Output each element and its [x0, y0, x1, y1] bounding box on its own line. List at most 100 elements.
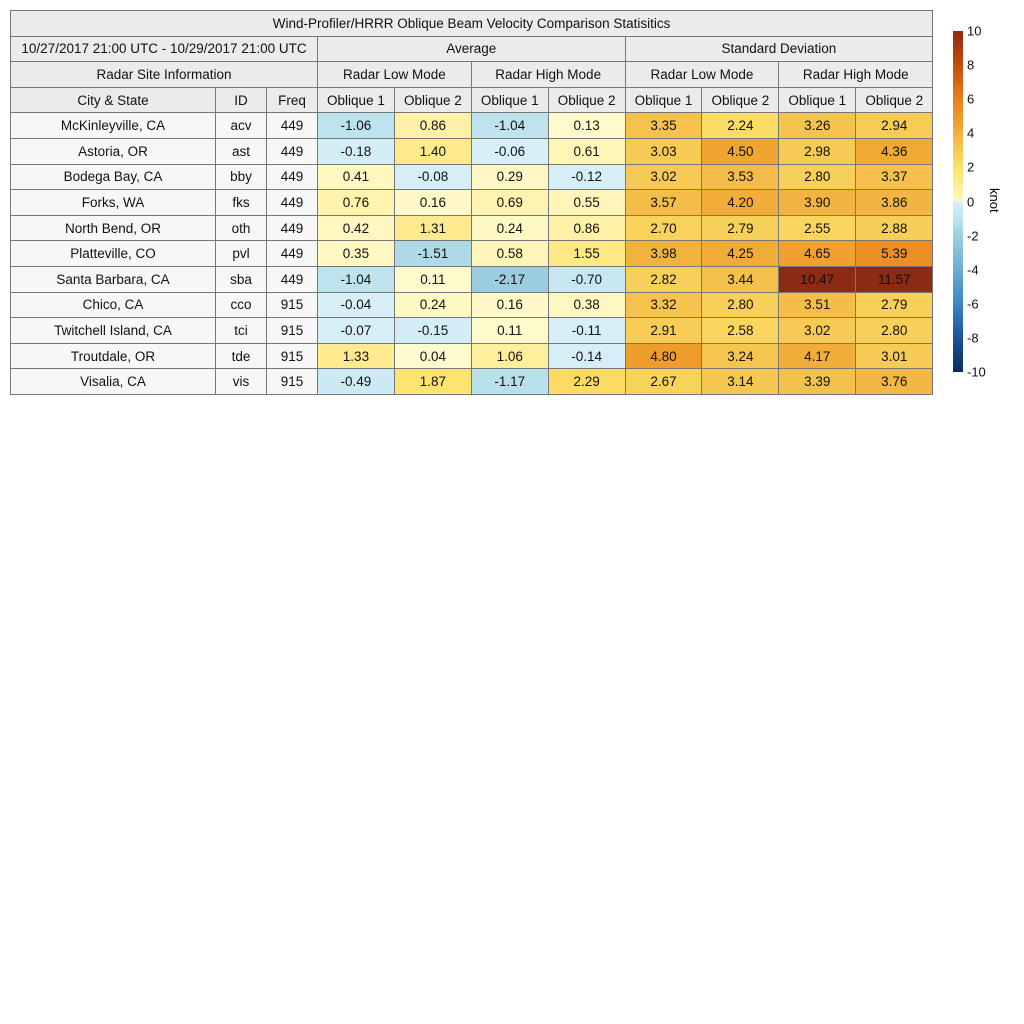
value-cell: 0.86: [393, 112, 472, 139]
value-cell: 1.06: [470, 342, 549, 370]
value-cell: 2.80: [855, 317, 934, 344]
sd-low-header: Radar Low Mode: [624, 61, 780, 88]
value-cell: -0.07: [317, 317, 395, 344]
city-cell: Troutdale, OR: [10, 342, 216, 370]
value-cell: 0.69: [470, 189, 549, 216]
value-cell: 0.16: [393, 189, 472, 216]
column-header: Oblique 2: [701, 86, 780, 114]
column-header: Oblique 1: [317, 86, 395, 114]
value-cell: 3.24: [701, 342, 780, 370]
value-cell: -1.04: [470, 112, 549, 139]
value-cell: 0.58: [470, 240, 549, 267]
value-cell: 0.04: [393, 342, 472, 370]
column-header: ID: [215, 86, 267, 114]
value-cell: -0.49: [317, 368, 395, 395]
value-cell: 0.38: [547, 291, 626, 319]
column-header: Oblique 1: [778, 86, 857, 114]
value-cell: 1.31: [393, 214, 472, 242]
table-row: North Bend, OR oth 449 0.42 1.31 0.24 0.86 2.70…: [10, 214, 934, 242]
value-cell: 4.36: [855, 137, 934, 165]
value-cell: 5.39: [855, 240, 934, 267]
value-cell: 2.79: [855, 291, 934, 319]
colorbar-tick: 10: [967, 23, 982, 39]
value-cell: -0.18: [317, 137, 395, 165]
value-cell: 2.80: [778, 163, 857, 191]
value-cell: 2.55: [778, 214, 857, 242]
colorbar-tick: -6: [967, 296, 979, 312]
city-cell: Forks, WA: [10, 189, 216, 216]
city-cell: Santa Barbara, CA: [10, 265, 216, 293]
column-header: Oblique 2: [547, 86, 626, 114]
value-cell: 4.80: [624, 342, 703, 370]
column-header: Oblique 1: [624, 86, 703, 114]
value-cell: 2.88: [855, 214, 934, 242]
colorbar-tick: 2: [967, 159, 975, 175]
city-cell: Bodega Bay, CA: [10, 163, 216, 191]
freq-cell: 449: [266, 137, 318, 165]
colorbar-tick: 8: [967, 57, 975, 73]
value-cell: -0.08: [393, 163, 472, 191]
value-cell: 2.80: [701, 291, 780, 319]
id-cell: tde: [215, 342, 267, 370]
id-cell: fks: [215, 189, 267, 216]
value-cell: -0.11: [547, 317, 626, 344]
colorbar-tick: -10: [967, 364, 986, 380]
value-cell: 3.02: [778, 317, 857, 344]
colorbar-tick: -2: [967, 228, 979, 244]
value-cell: 0.41: [317, 163, 395, 191]
value-cell: 3.53: [701, 163, 780, 191]
value-cell: 1.87: [393, 368, 472, 395]
colorbar-tick: 0: [967, 194, 975, 209]
column-header: Freq: [266, 86, 318, 114]
value-cell: 1.55: [547, 240, 626, 267]
date-range: 10/27/2017 21:00 UTC - 10/29/2017 21:00 …: [10, 35, 318, 63]
value-cell: 10.47: [778, 265, 857, 293]
value-cell: -2.17: [470, 265, 549, 293]
value-cell: 3.35: [624, 112, 703, 139]
value-cell: -0.12: [547, 163, 626, 191]
value-cell: 4.50: [701, 137, 780, 165]
value-cell: 4.65: [778, 240, 857, 267]
value-cell: 11.57: [855, 265, 934, 293]
table-title: Wind-Profiler/HRRR Oblique Beam Velocity…: [9, 10, 934, 37]
city-cell: Astoria, OR: [10, 137, 216, 165]
id-cell: oth: [215, 214, 267, 242]
column-header: Oblique 2: [855, 86, 934, 114]
value-cell: 3.26: [778, 112, 857, 139]
id-cell: acv: [215, 112, 267, 139]
table-row: Visalia, CA vis 915 -0.49 1.87 -1.17 2.29 2.67 3…: [10, 368, 934, 395]
value-cell: -0.04: [317, 291, 395, 319]
value-cell: 3.03: [624, 137, 703, 165]
value-cell: 2.98: [778, 137, 857, 165]
value-cell: -0.15: [393, 317, 472, 344]
value-cell: -1.51: [393, 240, 472, 267]
value-cell: 0.29: [470, 163, 549, 191]
freq-cell: 449: [266, 240, 318, 267]
table-row: Twitchell Island, CA tci 915 -0.07 -0.15 0.11…: [10, 317, 934, 344]
id-cell: ast: [215, 137, 267, 165]
table-row: McKinleyville, CA acv 449 -1.06 0.86 -1.04 0.1…: [10, 112, 934, 139]
value-cell: 3.51: [778, 291, 857, 319]
table-row: Troutdale, OR tde 915 1.33 0.04 1.06 -0.14 4.80…: [10, 342, 934, 370]
freq-cell: 449: [266, 163, 318, 191]
value-cell: -0.70: [547, 265, 626, 293]
value-cell: 3.44: [701, 265, 780, 293]
value-cell: 4.20: [701, 189, 780, 216]
value-cell: 2.24: [701, 112, 780, 139]
stddev-header: Standard Deviation: [624, 35, 934, 63]
colorbar-label: knot: [987, 188, 1002, 213]
value-cell: 2.79: [701, 214, 780, 242]
sd-high-header: Radar High Mode: [778, 61, 934, 88]
id-cell: pvl: [215, 240, 267, 267]
table-row: Astoria, OR ast 449 -0.18 1.40 -0.06 0.61 3.03 4…: [10, 137, 934, 165]
value-cell: 0.35: [317, 240, 395, 267]
value-cell: 2.70: [624, 214, 703, 242]
city-cell: Chico, CA: [10, 291, 216, 319]
value-cell: 2.29: [547, 368, 626, 395]
table-row: Chico, CA cco 915 -0.04 0.24 0.16 0.38 3.32 2.80…: [10, 291, 934, 319]
value-cell: 2.58: [701, 317, 780, 344]
value-cell: -1.06: [317, 112, 395, 139]
value-cell: 2.82: [624, 265, 703, 293]
value-cell: 3.39: [778, 368, 857, 395]
colorbar: [953, 31, 963, 372]
